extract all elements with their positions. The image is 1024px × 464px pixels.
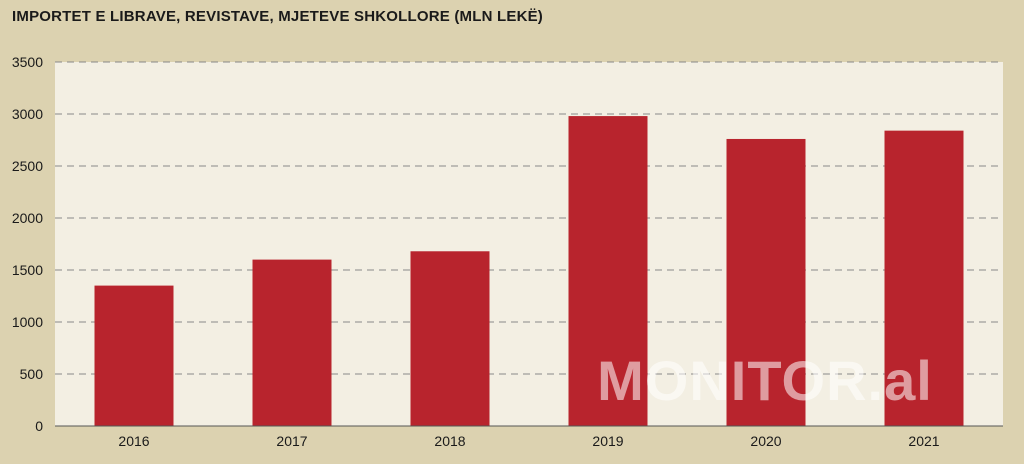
bars	[94, 116, 964, 426]
x-tick-label: 2017	[276, 433, 307, 449]
x-tick-label: 2019	[592, 433, 623, 449]
y-tick-label: 2500	[12, 158, 43, 174]
grid-lines	[55, 61, 1003, 375]
y-tick-label: 1000	[12, 314, 43, 330]
y-tick-label: 2000	[12, 210, 43, 226]
bar-2017	[252, 259, 332, 426]
bar-2018	[410, 251, 490, 426]
bar-2019	[568, 116, 648, 426]
y-axis-ticks: 0 500 1000 1500 2000 2500 3000 3500	[12, 54, 43, 434]
y-tick-label: 3500	[12, 54, 43, 70]
y-tick-label: 1500	[12, 262, 43, 278]
y-tick-label: 500	[20, 366, 44, 382]
x-tick-label: 2020	[750, 433, 781, 449]
x-tick-label: 2018	[434, 433, 465, 449]
chart-title: IMPORTET E LIBRAVE, REVISTAVE, MJETEVE S…	[12, 8, 543, 25]
y-tick-label: 3000	[12, 106, 43, 122]
plot-area	[55, 62, 1003, 426]
x-axis-ticks: 2016 2017 2018 2019 2020 2021	[118, 433, 939, 449]
bar-2021	[884, 130, 964, 426]
watermark-logo: MONITOR.al	[597, 349, 933, 412]
y-tick-label: 0	[35, 418, 43, 434]
bar-2020	[726, 138, 806, 426]
x-tick-label: 2016	[118, 433, 149, 449]
x-tick-label: 2021	[908, 433, 939, 449]
bar-2016	[94, 285, 174, 426]
